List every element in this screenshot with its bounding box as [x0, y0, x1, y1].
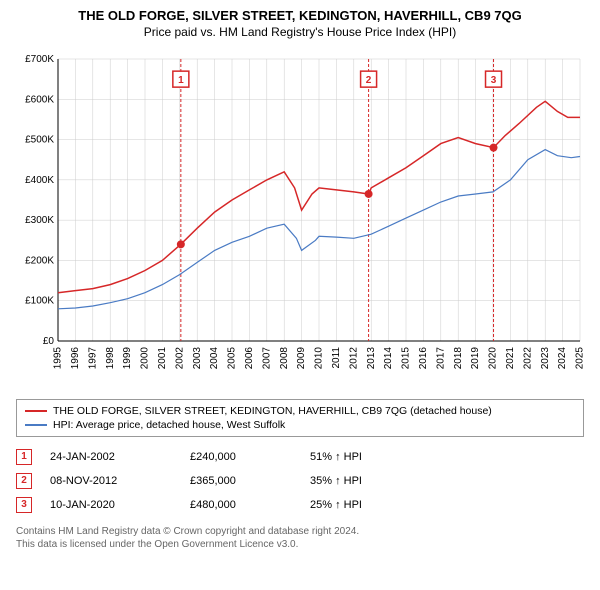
svg-text:2018: 2018: [453, 347, 464, 370]
legend-label: THE OLD FORGE, SILVER STREET, KEDINGTON,…: [53, 405, 492, 417]
chart-area: £0 £100K £200K £300K £400K £500K £600K £700K 199…: [10, 49, 590, 389]
sale-date: 08-NOV-2012: [50, 475, 190, 487]
legend-swatch: [25, 410, 47, 412]
svg-text:2013: 2013: [366, 347, 377, 370]
svg-text:2009: 2009: [296, 347, 307, 370]
svg-text:2025: 2025: [575, 347, 586, 370]
svg-text:£500K: £500K: [25, 135, 54, 146]
svg-text:2012: 2012: [348, 347, 359, 370]
footer-line-1: Contains HM Land Registry data © Crown c…: [16, 525, 584, 538]
sale-price: £240,000: [190, 451, 310, 463]
sale-marker-badge: 1: [16, 449, 32, 465]
svg-text:2003: 2003: [192, 347, 203, 370]
line-chart-svg: £0 £100K £200K £300K £400K £500K £600K £700K 199…: [10, 49, 590, 389]
svg-text:2002: 2002: [174, 347, 185, 370]
svg-text:2007: 2007: [261, 347, 272, 370]
sales-table: 1 24-JAN-2002£240,00051% ↑ HPI 2 08-NOV-201…: [16, 445, 584, 517]
sale-price: £480,000: [190, 499, 310, 511]
footer-note: Contains HM Land Registry data © Crown c…: [16, 525, 584, 551]
sales-row: 2 08-NOV-2012£365,00035% ↑ HPI: [16, 469, 584, 493]
legend-swatch: [25, 424, 47, 426]
svg-text:2001: 2001: [157, 347, 168, 370]
svg-text:2022: 2022: [522, 347, 533, 370]
svg-text:£0: £0: [43, 336, 55, 347]
chart-title: THE OLD FORGE, SILVER STREET, KEDINGTON,…: [10, 8, 590, 23]
svg-text:1997: 1997: [87, 347, 98, 370]
svg-text:£600K: £600K: [25, 94, 54, 105]
sale-vs-hpi: 25% ↑ HPI: [310, 499, 460, 511]
svg-text:1998: 1998: [105, 347, 116, 370]
legend-row: THE OLD FORGE, SILVER STREET, KEDINGTON,…: [25, 404, 575, 418]
legend-label: HPI: Average price, detached house, West…: [53, 419, 285, 431]
sales-row: 3 10-JAN-2020£480,00025% ↑ HPI: [16, 493, 584, 517]
legend-box: THE OLD FORGE, SILVER STREET, KEDINGTON,…: [16, 399, 584, 437]
svg-text:£200K: £200K: [25, 255, 54, 266]
chart-container: THE OLD FORGE, SILVER STREET, KEDINGTON,…: [0, 0, 600, 559]
svg-text:2021: 2021: [505, 347, 516, 370]
sale-marker-badge: 3: [16, 497, 32, 513]
svg-text:1: 1: [178, 75, 184, 86]
sale-vs-hpi: 35% ↑ HPI: [310, 475, 460, 487]
svg-text:2008: 2008: [279, 347, 290, 370]
svg-text:1999: 1999: [122, 347, 133, 370]
legend-row: HPI: Average price, detached house, West…: [25, 418, 575, 432]
sale-vs-hpi: 51% ↑ HPI: [310, 451, 460, 463]
sale-date: 24-JAN-2002: [50, 451, 190, 463]
svg-text:3: 3: [491, 75, 497, 86]
sale-price: £365,000: [190, 475, 310, 487]
svg-text:2011: 2011: [331, 347, 342, 369]
svg-text:£300K: £300K: [25, 215, 54, 226]
svg-text:2024: 2024: [557, 347, 568, 370]
svg-text:2020: 2020: [488, 347, 499, 370]
svg-text:2004: 2004: [209, 347, 220, 370]
svg-text:1995: 1995: [53, 347, 64, 370]
svg-text:2010: 2010: [314, 347, 325, 370]
svg-text:2006: 2006: [244, 347, 255, 370]
svg-text:2017: 2017: [435, 347, 446, 370]
svg-text:2014: 2014: [383, 347, 394, 370]
svg-text:£400K: £400K: [25, 175, 54, 186]
svg-text:£100K: £100K: [25, 296, 54, 307]
svg-text:2015: 2015: [401, 347, 412, 370]
footer-line-2: This data is licensed under the Open Gov…: [16, 538, 584, 551]
svg-text:2000: 2000: [140, 347, 151, 370]
svg-text:2016: 2016: [418, 347, 429, 370]
svg-text:2005: 2005: [227, 347, 238, 370]
chart-subtitle: Price paid vs. HM Land Registry's House …: [10, 25, 590, 39]
svg-text:£700K: £700K: [25, 54, 54, 65]
sales-row: 1 24-JAN-2002£240,00051% ↑ HPI: [16, 445, 584, 469]
sale-marker-badge: 2: [16, 473, 32, 489]
svg-text:2: 2: [366, 75, 372, 86]
sale-date: 10-JAN-2020: [50, 499, 190, 511]
svg-text:1996: 1996: [70, 347, 81, 370]
svg-text:2019: 2019: [470, 347, 481, 370]
svg-text:2023: 2023: [540, 347, 551, 370]
